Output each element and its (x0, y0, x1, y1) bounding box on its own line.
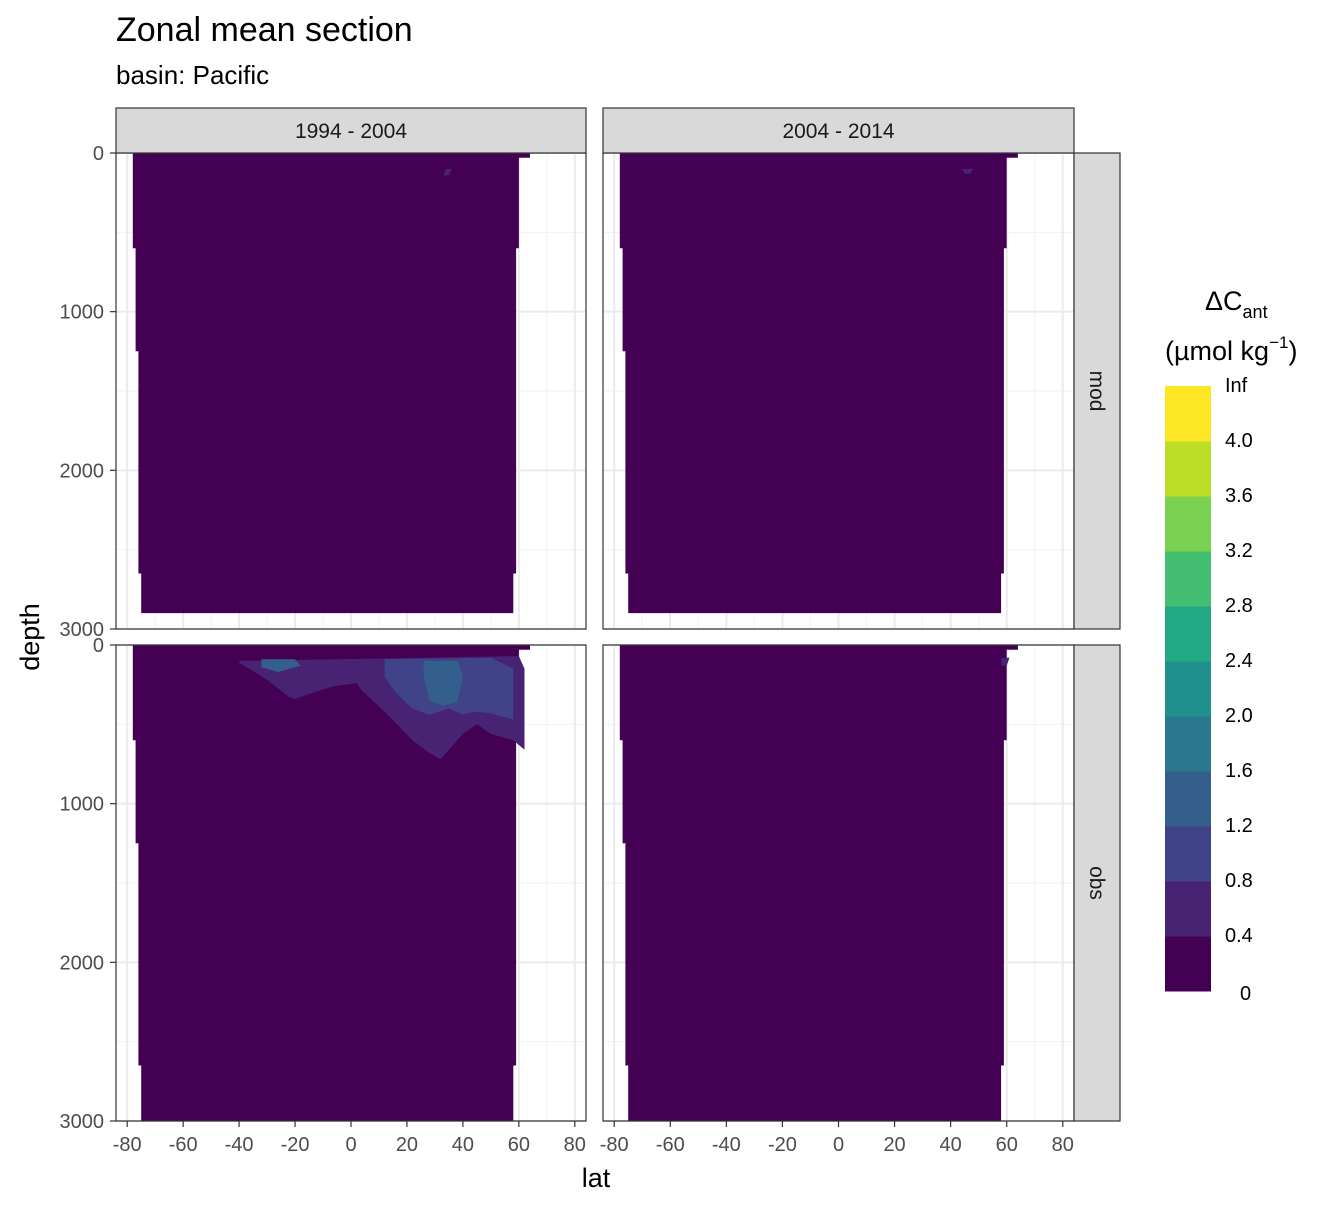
legend-key (1165, 386, 1211, 442)
strip-background (602, 107, 1075, 154)
y-axis-title: depth (15, 603, 45, 671)
legend-key (1165, 716, 1211, 772)
legend-title-symbol: ΔCant (1205, 286, 1268, 322)
y-tick-label: 3000 (60, 1111, 105, 1133)
x-tick-label: 60 (508, 1134, 530, 1156)
panel-obs-3: -80 -60 -40 -20 0 20 40 60 80 (600, 644, 1075, 1156)
x-tick-label: 20 (883, 1134, 905, 1156)
panel-obs-2: -80 -60 -40 -20 0 20 40 60 80 0 1000 2000 3000 (60, 635, 587, 1156)
y-tick-label: 0 (93, 143, 104, 165)
legend-key (1165, 936, 1211, 992)
legend-label: 3.2 (1225, 540, 1253, 562)
legend-key (1165, 551, 1211, 607)
chart-title: Zonal mean section (116, 11, 413, 49)
x-tick-label: 0 (833, 1134, 844, 1156)
legend-title-unit: (µmol kg−1) (1165, 333, 1297, 366)
x-tick-label: 80 (1052, 1134, 1074, 1156)
contour-patch (443, 168, 452, 176)
x-tick-label: 60 (996, 1134, 1018, 1156)
x-tick-label: -20 (281, 1134, 310, 1156)
legend-key (1165, 881, 1211, 937)
x-tick-label: -60 (169, 1134, 198, 1156)
x-tick-label: 80 (564, 1134, 586, 1156)
panel-mod-1 (602, 152, 1075, 630)
x-tick-label: -80 (600, 1134, 629, 1156)
coverage-fill (619, 153, 1018, 614)
contour-patch (261, 659, 301, 672)
legend-label: 2.0 (1225, 705, 1253, 727)
legend-label: 1.2 (1225, 815, 1253, 837)
legend-label: 2.4 (1225, 650, 1253, 672)
legend-key (1165, 826, 1211, 882)
strip-label: 2004 - 2014 (782, 120, 894, 143)
coverage-fill (132, 153, 531, 614)
strip-label: 1994 - 2004 (295, 120, 407, 143)
x-tick-label: 20 (396, 1134, 418, 1156)
y-tick-label: 1000 (60, 302, 105, 324)
contour-patch (423, 660, 463, 706)
legend: ΔCant (µmol kg−1) 0 0.4 0.8 1.2 1.6 2.0 2.4 2.8 3.… (1165, 286, 1297, 1005)
x-tick-label: -80 (113, 1134, 142, 1156)
legend-key (1165, 496, 1211, 552)
legend-label: 0.4 (1225, 925, 1253, 947)
strip-label: mod (1085, 371, 1108, 412)
legend-label: 0 (1240, 983, 1251, 1005)
x-tick-label: 40 (940, 1134, 962, 1156)
panel-mod-0: 0 1000 2000 3000 (60, 143, 587, 641)
x-tick-label: 40 (452, 1134, 474, 1156)
facet-strip-row: mod (1073, 152, 1121, 630)
y-tick-label: 2000 (60, 952, 105, 974)
y-tick-label: 3000 (60, 619, 105, 641)
y-tick-label: 1000 (60, 794, 105, 816)
strip-background (1073, 644, 1121, 1122)
panels-layer: 0 1000 2000 3000 -80 -60 -40 -20 0 20 40 60 80 0 1000 2… (60, 107, 1121, 1156)
x-axis-title: lat (582, 1163, 611, 1193)
x-tick-label: -40 (225, 1134, 254, 1156)
facet-strip-column: 1994 - 2004 (115, 107, 587, 154)
x-tick-label: -20 (768, 1134, 797, 1156)
legend-key (1165, 441, 1211, 497)
strip-label: obs (1085, 866, 1108, 900)
coverage-fill (619, 645, 1018, 1121)
chart-subtitle: basin: Pacific (116, 60, 269, 90)
legend-label: 1.6 (1225, 760, 1253, 782)
strip-background (115, 107, 587, 154)
x-tick-label: -60 (656, 1134, 685, 1156)
contour-patch (961, 168, 974, 174)
legend-label: 4.0 (1225, 430, 1253, 452)
legend-key (1165, 771, 1211, 827)
legend-label: 3.6 (1225, 485, 1253, 507)
legend-label: 2.8 (1225, 595, 1253, 617)
legend-key (1165, 606, 1211, 662)
legend-label: 0.8 (1225, 870, 1253, 892)
legend-key (1165, 661, 1211, 717)
y-tick-label: 2000 (60, 460, 105, 482)
y-tick-label: 0 (93, 635, 104, 657)
facet-strip-row: obs (1073, 644, 1121, 1122)
x-tick-label: 0 (345, 1134, 356, 1156)
legend-label: Inf (1225, 375, 1248, 397)
x-tick-label: -40 (712, 1134, 741, 1156)
coverage-fill (132, 645, 531, 1121)
strip-background (1073, 152, 1121, 630)
contour-patch (1001, 657, 1010, 666)
facet-strip-column: 2004 - 2014 (602, 107, 1075, 154)
